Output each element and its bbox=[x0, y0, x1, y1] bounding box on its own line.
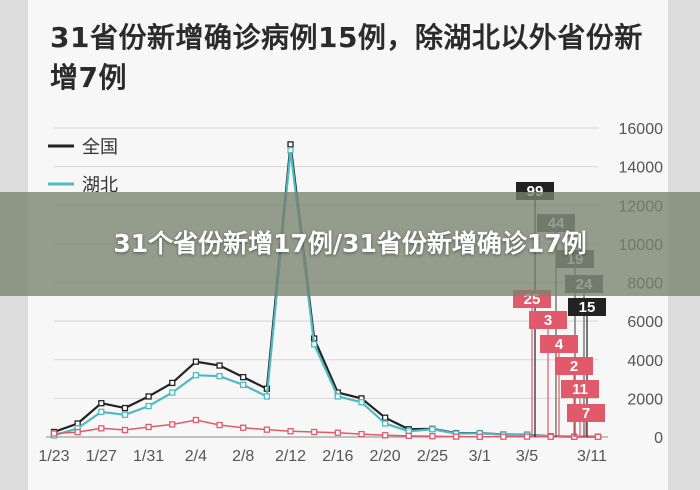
data-point bbox=[594, 433, 602, 441]
data-point bbox=[287, 147, 294, 154]
data-point bbox=[381, 414, 389, 421]
headline-text: 31个省份新增17例/31省份新增确诊17例 bbox=[113, 229, 587, 258]
series-line bbox=[53, 419, 599, 438]
x-tick-label: 2/4 bbox=[185, 448, 207, 465]
data-point bbox=[429, 433, 436, 440]
y-tick-label: 2000 bbox=[627, 391, 663, 408]
data-point bbox=[311, 428, 318, 436]
data-point bbox=[74, 429, 81, 436]
headline-banner: 31个省份新增17例/31省份新增确诊17例 bbox=[0, 192, 700, 296]
data-point bbox=[121, 426, 129, 434]
data-point bbox=[263, 393, 271, 400]
data-point bbox=[429, 426, 436, 433]
callout-label: 7 bbox=[582, 405, 590, 422]
data-point bbox=[145, 423, 152, 431]
series-lines bbox=[50, 141, 602, 441]
x-tick-label: 2/12 bbox=[275, 448, 306, 465]
y-tick-label: 14000 bbox=[619, 160, 664, 177]
data-point bbox=[145, 393, 152, 400]
x-tick-label: 3/1 bbox=[469, 448, 491, 465]
data-point bbox=[121, 411, 129, 418]
legend-label: 全国 bbox=[82, 137, 118, 158]
data-point bbox=[334, 429, 341, 436]
data-point bbox=[381, 432, 389, 439]
data-point bbox=[334, 393, 341, 400]
callout-label: 11 bbox=[572, 381, 588, 398]
x-tick-label: 1/27 bbox=[86, 448, 117, 465]
chart-title: 31省份新增确诊病例15例，除湖北以外省份新增7例 bbox=[50, 21, 643, 94]
data-point bbox=[263, 426, 271, 433]
data-point bbox=[216, 373, 223, 380]
data-point bbox=[405, 432, 412, 439]
data-point bbox=[98, 425, 105, 432]
data-point bbox=[169, 389, 176, 396]
callout-label: 15 bbox=[579, 299, 596, 316]
callout-label: 4 bbox=[555, 336, 564, 353]
data-point bbox=[121, 404, 129, 412]
data-point bbox=[169, 421, 176, 428]
data-point bbox=[381, 420, 389, 427]
data-point bbox=[287, 141, 294, 148]
callout-label: 3 bbox=[544, 312, 552, 329]
x-tick-label: 3/5 bbox=[516, 448, 538, 465]
y-tick-label: 6000 bbox=[627, 314, 663, 331]
legend-label: 湖北 bbox=[82, 175, 118, 196]
data-point bbox=[216, 421, 223, 429]
callout-box bbox=[567, 404, 605, 422]
callout-box bbox=[568, 298, 606, 316]
data-point bbox=[98, 408, 105, 416]
data-point bbox=[240, 424, 247, 431]
data-point bbox=[98, 400, 105, 407]
callout-box bbox=[555, 357, 593, 375]
y-tick-label: 4000 bbox=[627, 353, 663, 370]
data-point bbox=[240, 381, 247, 389]
x-tick-label: 2/25 bbox=[417, 448, 448, 465]
series-line bbox=[53, 150, 599, 438]
data-point bbox=[452, 433, 460, 440]
callout-box bbox=[540, 335, 578, 353]
data-point bbox=[547, 433, 554, 440]
data-point bbox=[192, 358, 200, 365]
data-point bbox=[523, 433, 531, 440]
callout-box bbox=[529, 311, 567, 329]
data-point bbox=[50, 430, 58, 437]
data-point bbox=[358, 430, 365, 438]
data-point bbox=[169, 379, 176, 387]
y-tick-label: 0 bbox=[654, 430, 663, 447]
callout-box bbox=[561, 380, 599, 398]
data-point bbox=[500, 433, 507, 440]
data-point bbox=[358, 399, 365, 406]
data-point bbox=[145, 402, 152, 410]
data-point bbox=[240, 373, 247, 381]
x-tick-label: 1/31 bbox=[133, 448, 164, 465]
x-tick-label: 1/23 bbox=[38, 448, 69, 465]
x-tick-label: 2/16 bbox=[322, 448, 353, 465]
x-tick-label: 2/20 bbox=[370, 448, 401, 465]
callout-label: 2 bbox=[570, 358, 578, 375]
data-point bbox=[192, 372, 200, 379]
y-tick-label: 16000 bbox=[619, 121, 664, 138]
x-tick-label: 2/8 bbox=[232, 448, 254, 465]
data-point bbox=[476, 433, 483, 440]
x-tick-label: 3/11 bbox=[577, 448, 607, 465]
data-point bbox=[216, 362, 223, 369]
data-point bbox=[192, 416, 200, 424]
data-point bbox=[311, 341, 318, 348]
data-point bbox=[287, 428, 294, 435]
